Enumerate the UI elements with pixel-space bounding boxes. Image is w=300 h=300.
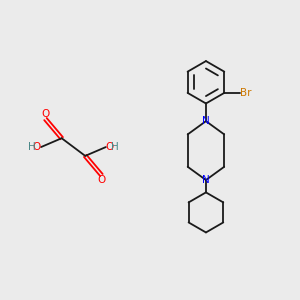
- Text: N: N: [202, 175, 210, 185]
- Text: N: N: [202, 116, 210, 126]
- Text: O: O: [41, 109, 50, 119]
- Text: H: H: [28, 142, 35, 152]
- Text: O: O: [106, 142, 114, 152]
- Text: O: O: [97, 175, 106, 185]
- Text: Br: Br: [240, 88, 252, 98]
- Text: O: O: [33, 142, 41, 152]
- Text: H: H: [111, 142, 119, 152]
